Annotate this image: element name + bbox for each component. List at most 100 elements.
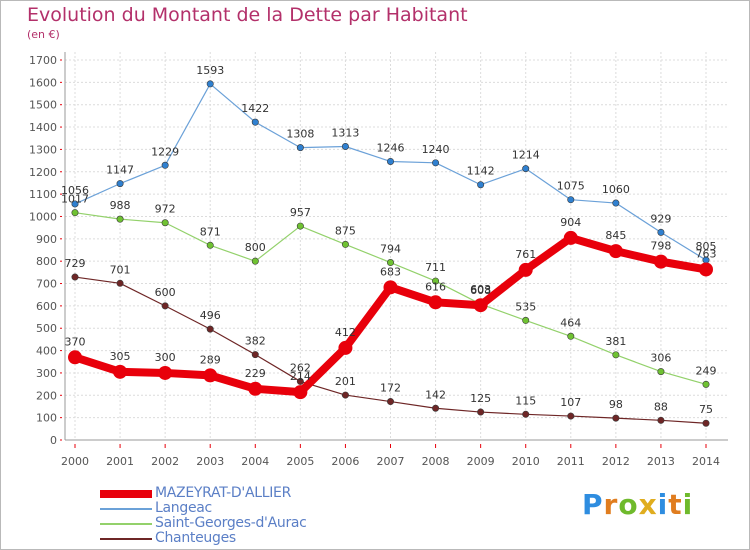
data-label: 496: [200, 309, 221, 322]
data-label: 201: [335, 375, 356, 388]
data-label: 1313: [331, 127, 359, 140]
data-label: 370: [65, 335, 86, 348]
y-tick-label: 300: [36, 367, 57, 380]
data-point: [248, 381, 263, 396]
x-tick-label: 2004: [241, 455, 269, 468]
data-point: [612, 414, 620, 422]
data-label: 800: [245, 241, 266, 254]
data-point: [206, 241, 214, 249]
data-label: 125: [470, 392, 491, 405]
y-tick-label: 1000: [29, 210, 57, 223]
data-label: 988: [110, 199, 131, 212]
data-point: [653, 254, 668, 269]
data-point: [206, 80, 214, 88]
data-point: [428, 295, 443, 310]
logo-letter: r: [603, 488, 619, 521]
y-tick-label: 1600: [29, 76, 57, 89]
data-label: 711: [425, 261, 446, 274]
data-point: [386, 157, 394, 165]
x-tick-label: 2001: [106, 455, 134, 468]
data-point: [612, 199, 620, 207]
logo-letter: P: [582, 488, 604, 521]
logo-letter: o: [618, 488, 639, 521]
y-tick-label: 700: [36, 278, 57, 291]
y-tick-label: 1700: [29, 54, 57, 67]
x-tick-label: 2000: [61, 455, 89, 468]
data-label: 75: [699, 403, 713, 416]
y-tick-label: 0: [50, 434, 57, 447]
data-point: [522, 165, 530, 173]
x-tick-label: 2009: [467, 455, 495, 468]
chart-unit: (en €): [27, 28, 60, 41]
y-tick-label: 800: [36, 255, 57, 268]
data-label: 683: [380, 265, 401, 278]
data-point: [116, 180, 124, 188]
data-label: 1422: [241, 102, 269, 115]
data-point: [608, 244, 623, 259]
logo-letter: t: [668, 488, 683, 521]
data-point: [116, 279, 124, 287]
x-tick-label: 2012: [602, 455, 630, 468]
x-tick-label: 2008: [422, 455, 450, 468]
data-point: [567, 196, 575, 204]
data-point: [251, 351, 259, 359]
x-tick-label: 2003: [196, 455, 224, 468]
data-label: 107: [560, 396, 581, 409]
data-point: [432, 159, 440, 167]
data-point: [161, 161, 169, 169]
data-label: 875: [335, 224, 356, 237]
data-point: [71, 209, 79, 217]
y-tick-label: 1200: [29, 166, 57, 179]
data-point: [251, 257, 259, 265]
data-label: 1017: [61, 193, 89, 206]
data-point: [657, 228, 665, 236]
data-point: [161, 302, 169, 310]
data-label: 763: [696, 247, 717, 260]
data-point: [383, 280, 398, 295]
data-label: 300: [155, 351, 176, 364]
x-tick-label: 2006: [331, 455, 359, 468]
data-point: [161, 219, 169, 227]
legend-swatch: [100, 508, 152, 510]
data-label: 262: [290, 361, 311, 374]
data-label: 1214: [512, 149, 540, 162]
data-label: 172: [380, 382, 401, 395]
y-tick-label: 1100: [29, 188, 57, 201]
data-point: [477, 181, 485, 189]
data-point: [386, 398, 394, 406]
data-point: [68, 350, 82, 365]
data-label: 608: [470, 284, 491, 297]
data-point: [116, 215, 124, 223]
data-label: 616: [425, 280, 446, 293]
legend-swatch: [100, 490, 152, 498]
legend-item: Chanteuges: [100, 530, 360, 546]
data-point: [386, 259, 394, 267]
data-label: 794: [380, 243, 401, 256]
data-label: 600: [155, 286, 176, 299]
legend-label: Saint-Georges-d'Aurac: [155, 515, 307, 531]
data-label: 701: [110, 263, 131, 276]
data-label: 929: [650, 212, 671, 225]
data-label: 464: [560, 316, 581, 329]
data-label: 535: [515, 300, 536, 313]
data-label: 98: [609, 398, 623, 411]
legend-item: Saint-Georges-d'Aurac: [100, 515, 360, 531]
data-label: 306: [650, 352, 671, 365]
data-point: [293, 385, 308, 400]
proxiti-logo: Proxiti: [582, 488, 693, 521]
data-point: [296, 377, 304, 385]
y-tick-label: 100: [36, 412, 57, 425]
data-point: [71, 200, 79, 208]
data-point: [702, 380, 710, 388]
data-label: 761: [515, 248, 536, 261]
data-point: [702, 419, 710, 427]
data-label: 1240: [422, 143, 450, 156]
data-label: 957: [290, 206, 311, 219]
data-label: 305: [110, 350, 131, 363]
data-label: 412: [335, 326, 356, 339]
logo-letter: x: [638, 488, 658, 521]
data-point: [522, 410, 530, 418]
y-tick-label: 600: [36, 300, 57, 313]
data-point: [296, 144, 304, 152]
data-point: [657, 368, 665, 376]
